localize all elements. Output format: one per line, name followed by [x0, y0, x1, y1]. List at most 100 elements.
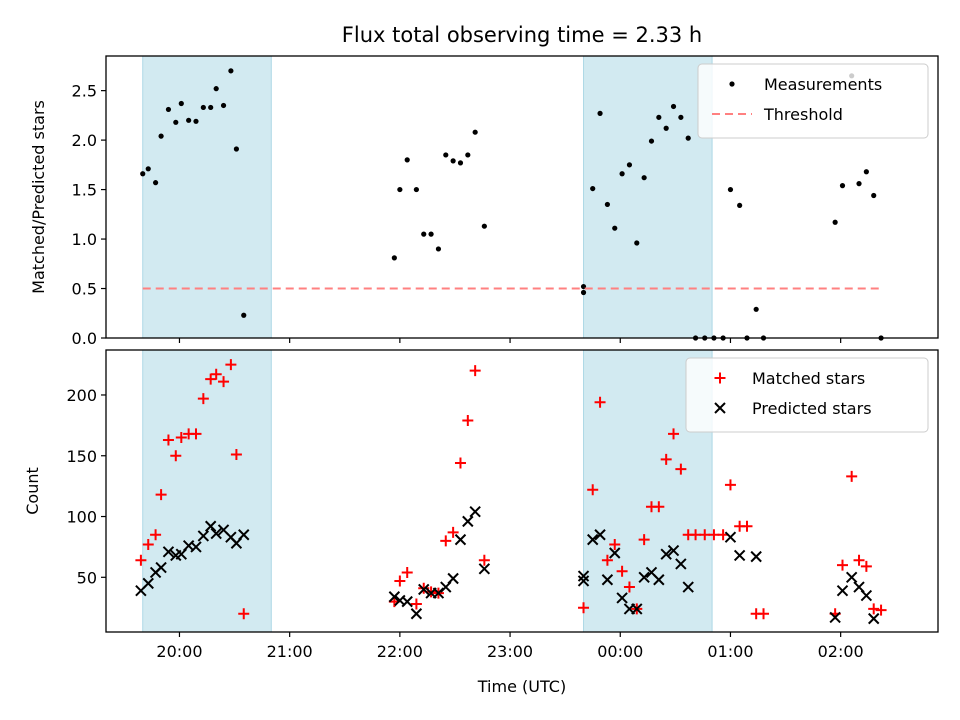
measurements-point: [213, 86, 219, 92]
predicted-stars-point: [469, 505, 481, 518]
measurements-point: [233, 146, 240, 152]
matched-stars-point: [170, 450, 182, 462]
predicted-stars-point: [638, 571, 650, 584]
x-axis-label: Time (UTC): [477, 677, 566, 696]
matched-stars-point: [699, 529, 711, 541]
measurements-point: [397, 186, 403, 193]
measurements-point: [178, 100, 184, 107]
matched-stars-point: [616, 565, 628, 577]
measurements-point: [208, 104, 214, 111]
measurements-point: [173, 119, 179, 125]
predicted-stars-point: [204, 520, 217, 532]
predicted-stars-point: [594, 529, 606, 541]
predicted-stars-point: [418, 583, 430, 596]
ratio-y-tick-label: 1.0: [72, 230, 97, 249]
matched-stars-point: [594, 396, 606, 408]
predicted-stars-point: [750, 550, 762, 563]
measurements-point: [685, 135, 691, 141]
x-tick-label: 21:00: [267, 642, 313, 661]
predicted-stars-legend-swatch: [714, 402, 726, 414]
matched-stars-point: [150, 529, 162, 541]
predicted-stars-point: [836, 584, 849, 597]
matched-stars-point: [638, 534, 650, 546]
count-y-tick-label: 150: [66, 447, 97, 466]
x-tick-label: 20:00: [156, 642, 202, 661]
measurements-point: [465, 152, 471, 158]
ratio-y-axis-label: Matched/Predicted stars: [29, 100, 48, 294]
matched-stars-point: [708, 529, 720, 541]
ratio-y-tick-label: 2.0: [72, 131, 97, 150]
measurements-point: [656, 114, 662, 120]
measurements-point: [481, 223, 487, 229]
predicted-stars-point: [724, 531, 737, 543]
predicted-stars-point: [577, 575, 590, 587]
measurements-point: [220, 102, 227, 109]
measurements-point: [634, 240, 640, 246]
predicted-stars-point: [478, 563, 491, 575]
threshold-legend-label: Threshold: [763, 105, 843, 124]
matched-stars-point: [447, 526, 459, 538]
predicted-stars-point: [631, 603, 643, 615]
matched-stars-point: [478, 554, 490, 566]
matched-stars-point: [135, 554, 147, 566]
x-tick-label: 00:00: [597, 642, 643, 661]
chart-title: Flux total observing time = 2.33 h: [342, 23, 702, 47]
predicted-stars-point: [388, 591, 401, 603]
shaded-interval-ratio-1: [142, 55, 272, 339]
measurements-point: [428, 231, 434, 237]
predicted-stars-point: [142, 577, 154, 590]
matched-stars-point: [690, 529, 702, 541]
count-legend: [685, 357, 929, 433]
measurements-point: [472, 129, 478, 135]
measurements-point: [604, 201, 611, 208]
measurements-point: [443, 152, 449, 158]
predicted-stars-point: [675, 558, 687, 570]
matched-stars-point: [410, 598, 422, 610]
matched-stars-point: [601, 554, 613, 566]
matched-stars-point: [758, 608, 770, 620]
matched-stars-point: [668, 428, 680, 440]
measurements-point: [678, 114, 684, 120]
predicted-stars-point: [653, 574, 665, 586]
measurements-point: [641, 175, 647, 181]
matched-stars-point: [675, 463, 687, 475]
measurements-point: [753, 306, 759, 312]
matched-stars-point: [190, 428, 202, 440]
matched-stars-point: [860, 560, 872, 572]
matched-stars-point: [205, 373, 217, 385]
predicted-stars-point: [162, 546, 175, 558]
measurements-point: [612, 225, 618, 231]
measurements-point: [727, 186, 734, 193]
predicted-stars-point: [860, 589, 873, 602]
x-tick-label: 22:00: [377, 642, 423, 661]
matched-stars-point: [853, 554, 865, 566]
measurements-point: [404, 157, 410, 163]
measurements-point: [619, 171, 625, 177]
matched-stars-point: [587, 484, 599, 496]
matched-stars-point: [609, 538, 621, 550]
matched-stars-point: [440, 535, 452, 547]
measurements-legend-swatch: [729, 81, 735, 87]
matched-stars-point: [660, 453, 672, 465]
measurements-point: [590, 185, 596, 192]
matched-stars-legend-label: Matched stars: [752, 369, 865, 388]
measurements-point: [737, 202, 743, 209]
measurements-point: [839, 183, 846, 189]
matched-stars-point: [230, 449, 242, 461]
measurements-point: [580, 289, 587, 296]
x-tick-label: 23:00: [487, 642, 533, 661]
ratio-y-tick-label: 0.0: [72, 329, 97, 348]
predicted-stars-point: [587, 533, 599, 546]
count-axes-frame: [105, 349, 939, 633]
measurements-point: [193, 118, 199, 124]
matched-stars-point: [142, 538, 154, 550]
predicted-stars-point: [616, 592, 628, 604]
matched-stars-legend-swatch: [714, 372, 726, 384]
measurements-point: [413, 186, 419, 193]
predicted-stars-point: [197, 530, 210, 542]
matched-stars-point: [225, 359, 237, 371]
matched-stars-point: [401, 566, 413, 578]
x-tick-label: 02:00: [818, 642, 864, 661]
shaded-interval-ratio-2: [583, 55, 713, 339]
